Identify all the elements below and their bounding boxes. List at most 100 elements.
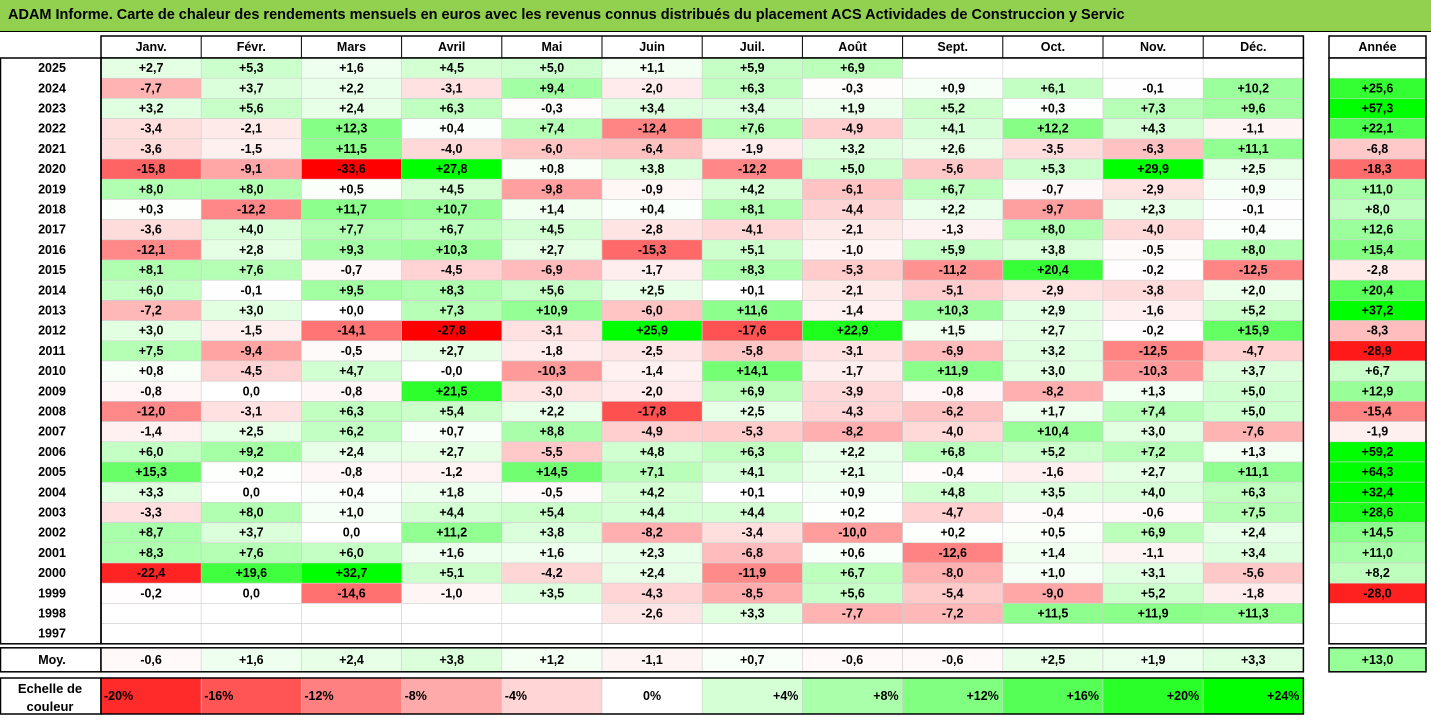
cell-value: +6,7: [439, 223, 464, 237]
cell-value: -1,4: [641, 364, 663, 378]
cell-value: +2,2: [540, 405, 565, 419]
month-header: Févr.: [237, 40, 266, 54]
cell-value: +11,7: [336, 203, 367, 217]
cell-value: +2,5: [740, 405, 765, 419]
cell-value: -0,5: [541, 485, 563, 499]
cell-value: +5,6: [239, 102, 264, 116]
cell-value: -0,6: [1142, 506, 1164, 520]
heat-cell: [501, 623, 603, 645]
year-label: 2011: [38, 344, 65, 358]
cell-value: +2,2: [840, 445, 865, 459]
cell-value: 0,0: [343, 526, 360, 540]
cell-value: +7,6: [239, 263, 264, 277]
cell-value: +0,4: [640, 203, 665, 217]
cell-value: +6,8: [940, 445, 965, 459]
heat-cell: [1102, 623, 1204, 645]
cell-value: -0,5: [1142, 243, 1164, 257]
cell-value: -2,9: [1042, 283, 1064, 297]
cell-value: +9,5: [339, 283, 364, 297]
cell-value: +4,5: [439, 182, 464, 196]
year-header: Année: [1358, 40, 1396, 54]
cell-value: -10,3: [538, 364, 567, 378]
cell-value: +8,0: [239, 182, 264, 196]
heat-cell: [200, 603, 302, 624]
heat-cell: [601, 623, 703, 645]
annual-value: +11,0: [1362, 182, 1393, 196]
year-label: 2006: [38, 445, 66, 459]
cell-value: +4,2: [740, 182, 765, 196]
cell-value: -1,8: [1243, 586, 1265, 600]
annual-value: +20,4: [1362, 283, 1394, 297]
cell-value: -3,8: [1142, 283, 1164, 297]
cell-value: +3,3: [139, 485, 164, 499]
cell-value: +11,6: [737, 304, 768, 318]
average-label: Moy.: [38, 653, 66, 667]
cell-value: +1,4: [1041, 546, 1066, 560]
legend-swatch: [802, 677, 903, 715]
annual-value: -2,8: [1367, 263, 1389, 277]
average-value: +0,7: [740, 653, 765, 667]
cell-value: -1,7: [842, 364, 864, 378]
cell-value: -2,0: [641, 384, 663, 398]
year-label: 2025: [38, 61, 66, 75]
cell-value: -0,4: [942, 465, 964, 479]
cell-value: +10,7: [436, 203, 468, 217]
cell-value: +25,9: [636, 324, 668, 338]
cell-value: -12,4: [638, 122, 667, 136]
cell-value: +3,4: [640, 102, 665, 116]
cell-value: -3,3: [140, 506, 162, 520]
cell-value: -0,8: [341, 465, 363, 479]
cell-value: +6,0: [139, 445, 164, 459]
cell-value: +0,4: [439, 122, 464, 136]
cell-value: -14,1: [337, 324, 366, 338]
heat-cell: [1002, 57, 1104, 79]
cell-value: -1,0: [441, 586, 463, 600]
cell-value: +2,7: [439, 344, 464, 358]
cell-value: +1,0: [1041, 566, 1066, 580]
cell-value: +14,1: [736, 364, 768, 378]
cell-value: +2,6: [940, 142, 965, 156]
cell-value: +0,3: [139, 203, 164, 217]
cell-value: +7,5: [1241, 506, 1266, 520]
cell-value: +6,3: [740, 81, 765, 95]
cell-value: -3,5: [1042, 142, 1064, 156]
cell-value: -5,6: [942, 162, 964, 176]
heat-cell: [902, 57, 1004, 79]
month-header: Mai: [541, 40, 562, 54]
cell-value: +3,0: [239, 304, 264, 318]
cell-value: +5,0: [540, 61, 565, 75]
cell-value: +6,1: [1041, 81, 1066, 95]
annual-cell: [1328, 57, 1427, 79]
annual-value: +12,6: [1362, 223, 1394, 237]
cell-value: +8,7: [139, 526, 164, 540]
cell-value: -4,5: [441, 263, 463, 277]
cell-value: +2,4: [640, 566, 665, 580]
cell-value: -3,4: [742, 526, 764, 540]
cell-value: +8,1: [139, 263, 164, 277]
cell-value: +4,5: [439, 61, 464, 75]
legend-step-label: +8%: [873, 689, 898, 703]
legend-step-label: +20%: [1167, 689, 1199, 703]
annual-value: +14,5: [1362, 526, 1394, 540]
cell-value: +2,0: [1241, 283, 1266, 297]
legend-step-label: -20%: [104, 689, 133, 703]
cell-value: -1,0: [842, 243, 864, 257]
month-header: Août: [838, 40, 867, 54]
year-label: 2002: [38, 526, 66, 540]
cell-value: -3,6: [140, 142, 162, 156]
legend-swatch: [1002, 677, 1104, 715]
cell-value: -4,0: [441, 142, 463, 156]
cell-value: -6,9: [541, 263, 563, 277]
average-value: +2,5: [1041, 653, 1066, 667]
cell-value: +15,9: [1237, 324, 1269, 338]
legend-step-label: -4%: [505, 689, 527, 703]
cell-value: +0,2: [239, 465, 264, 479]
cell-value: -8,0: [942, 566, 964, 580]
average-value: +1,2: [540, 653, 565, 667]
year-label: 2000: [38, 566, 66, 580]
annual-value: +57,3: [1362, 102, 1394, 116]
legend-label: Echelle de couleur: [2, 680, 98, 716]
cell-value: +2,5: [1241, 162, 1266, 176]
cell-value: -0,2: [1142, 263, 1164, 277]
cell-value: +8,1: [740, 203, 765, 217]
